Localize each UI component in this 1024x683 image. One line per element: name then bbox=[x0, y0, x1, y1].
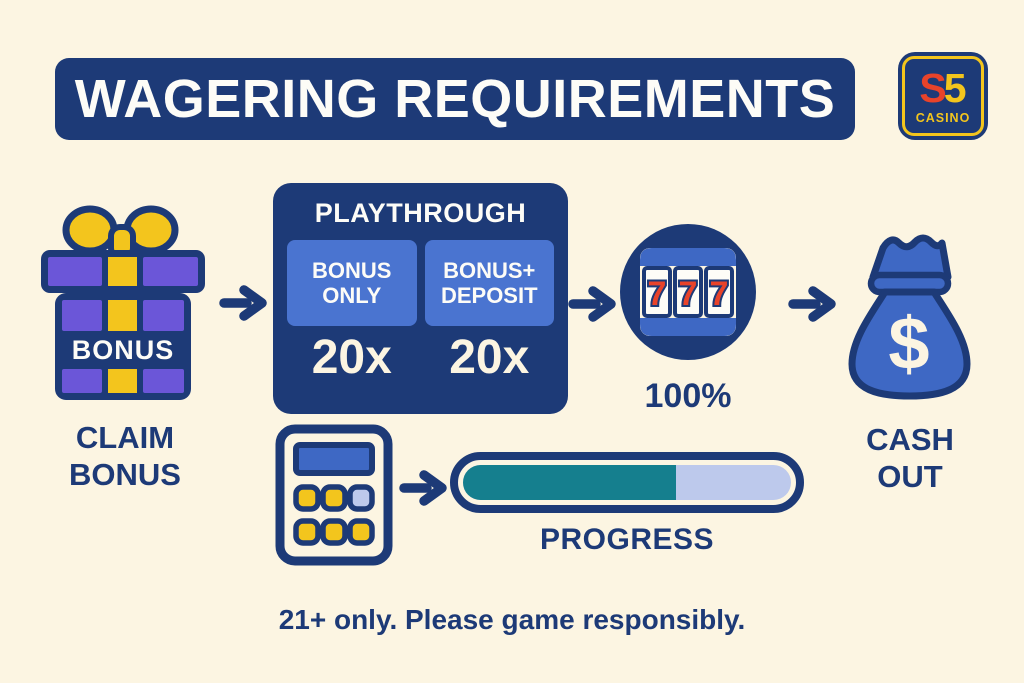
slot-seven: 7 bbox=[710, 275, 729, 313]
slot-reel bbox=[673, 266, 703, 318]
playthrough-col-bonus-only: BONUS ONLY bbox=[287, 240, 417, 326]
claim-bonus-caption: CLAIM BONUS bbox=[69, 420, 181, 492]
playthrough-col-bonus-deposit: BONUS+ DEPOSIT bbox=[424, 240, 554, 326]
slot-top-bar bbox=[640, 248, 736, 266]
logo-mark: S5 bbox=[919, 68, 966, 109]
slot-reel bbox=[704, 266, 734, 318]
calculator-button bbox=[347, 518, 375, 546]
title-banner: WAGERING REQUIREMENTS bbox=[55, 58, 855, 140]
bag-top bbox=[869, 234, 952, 281]
logo-letter-s: S bbox=[919, 65, 947, 112]
playthrough-value-bonus-deposit: 20x bbox=[449, 330, 530, 384]
calculator-icon bbox=[275, 424, 393, 566]
playthrough-value-bonus-only: 20x bbox=[311, 330, 392, 384]
gift-bonus-label: BONUS bbox=[72, 335, 175, 365]
progress-fill bbox=[463, 465, 677, 500]
slot-machine-icon: 7 7 7 bbox=[620, 224, 756, 360]
responsible-gaming-disclaimer: 21+ only. Please game responsibly. bbox=[278, 604, 746, 635]
calculator-display bbox=[293, 442, 375, 476]
progress-label: PROGRESS bbox=[539, 523, 715, 556]
gift-icon: BONUS bbox=[41, 205, 205, 400]
cash-out-caption: CASH OUT bbox=[866, 422, 954, 494]
logo-digit-5: 5 bbox=[943, 65, 967, 112]
calculator-button bbox=[293, 484, 321, 512]
logo-casino-label: CASINO bbox=[915, 110, 971, 125]
calculator-button bbox=[347, 484, 375, 512]
playthrough-title: PLAYTHROUGH bbox=[314, 198, 527, 228]
dollar-sign: $ bbox=[888, 302, 929, 385]
hundred-percent-caption: 100% bbox=[644, 377, 732, 415]
calculator-button bbox=[293, 518, 321, 546]
playthrough-headers: BONUS ONLY BONUS+ DEPOSIT bbox=[273, 240, 568, 326]
progress-bar bbox=[450, 452, 804, 513]
slot-bottom-bar bbox=[640, 318, 736, 336]
arrow-right-icon bbox=[788, 286, 836, 322]
calculator-button bbox=[320, 484, 348, 512]
slot-seven: 7 bbox=[679, 275, 698, 313]
money-bag-icon: $ bbox=[848, 234, 971, 400]
slot-seven: 7 bbox=[648, 275, 667, 313]
arrow-right-icon bbox=[219, 285, 267, 321]
calculator-button bbox=[320, 518, 348, 546]
playthrough-values: 20x 20x bbox=[273, 327, 568, 387]
slot-reel bbox=[642, 266, 672, 318]
arrow-right-icon bbox=[568, 286, 616, 322]
arrow-right-icon bbox=[399, 470, 447, 506]
bag-body bbox=[848, 288, 971, 400]
playthrough-panel: PLAYTHROUGH BONUS ONLY BONUS+ DEPOSIT 20… bbox=[273, 183, 568, 414]
s5-casino-logo: S5 CASINO bbox=[898, 52, 988, 140]
gift-bow-left bbox=[62, 205, 118, 255]
page-title: WAGERING REQUIREMENTS bbox=[74, 69, 836, 129]
progress-track bbox=[463, 465, 791, 500]
